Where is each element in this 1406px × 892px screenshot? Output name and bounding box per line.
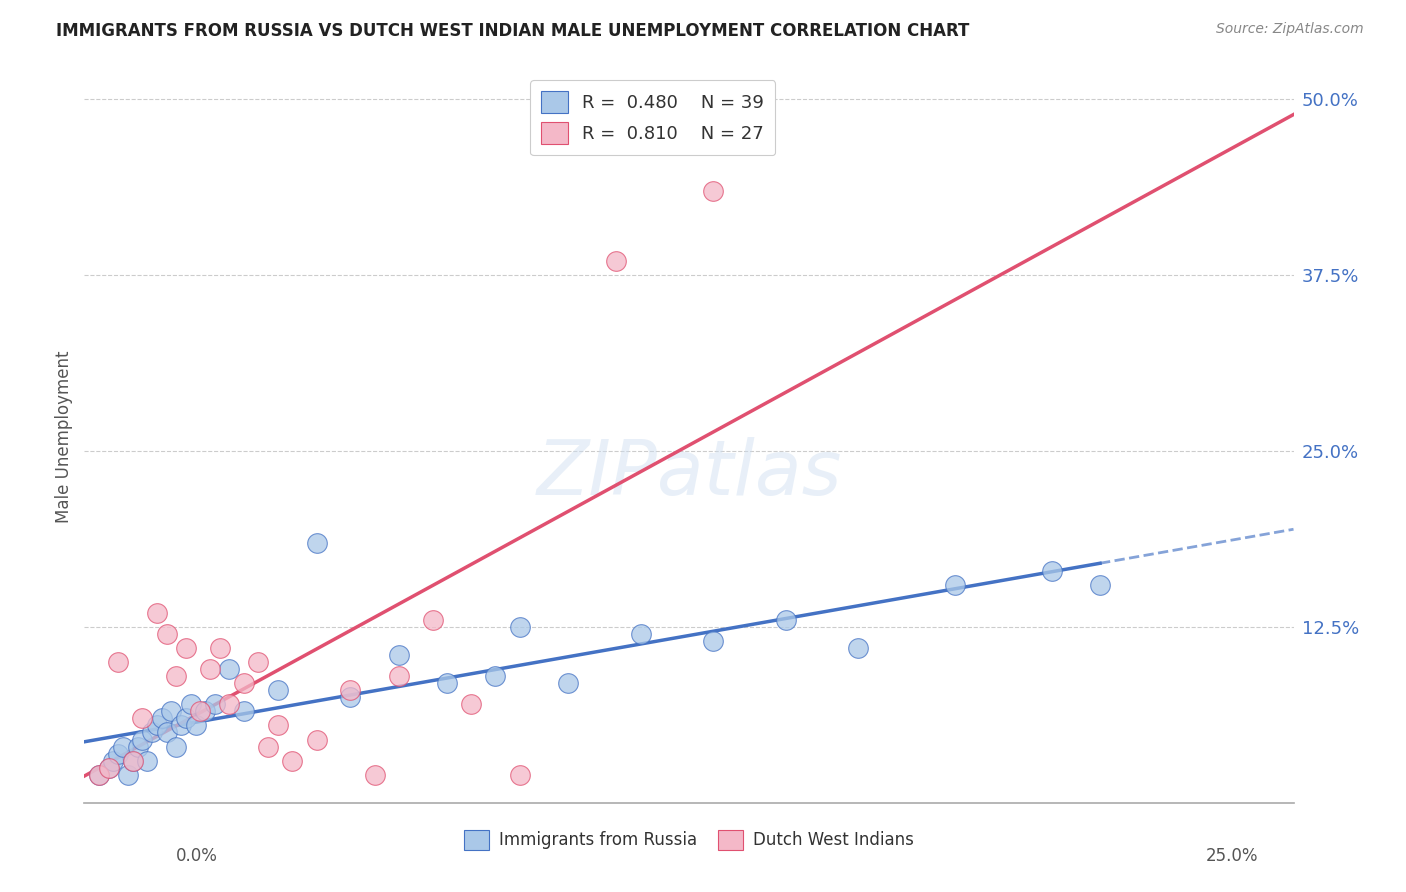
Text: ZIPatlas: ZIPatlas [536,437,842,510]
Point [150,711,173,725]
Point [146,606,169,620]
Text: 0.0%: 0.0% [176,847,218,865]
Point [388,669,411,683]
Point [267,718,290,732]
Point [198,662,221,676]
Point [363,767,385,781]
Point [943,578,966,592]
Point [155,627,177,641]
Point [87,767,110,781]
Point [509,767,531,781]
Point [165,739,187,754]
Point [184,718,207,732]
Point [141,725,163,739]
Point [131,732,153,747]
Point [281,754,304,768]
Point [305,535,328,549]
Point [165,669,187,683]
Point [422,613,444,627]
Point [107,655,129,669]
Point [233,705,256,719]
Point [509,620,531,634]
Point [257,739,280,754]
Text: Source: ZipAtlas.com: Source: ZipAtlas.com [1216,22,1364,37]
Point [204,698,226,712]
Point [155,725,177,739]
Point [388,648,411,662]
Point [1088,578,1111,592]
Point [174,711,197,725]
Point [218,698,240,712]
Point [180,698,202,712]
Point [87,767,110,781]
Point [190,705,212,719]
Point [174,641,197,656]
Point [136,754,159,768]
Point [775,613,797,627]
Point [557,676,579,690]
Point [117,767,139,781]
Point [160,705,183,719]
Point [208,641,231,656]
Point [121,754,143,768]
Point [107,747,129,761]
Point [146,718,169,732]
Point [339,690,361,705]
Point [1040,564,1063,578]
Point [112,739,135,754]
Point [702,184,724,198]
Point [247,655,270,669]
Point [131,711,153,725]
Point [103,754,125,768]
Legend: Immigrants from Russia, Dutch West Indians: Immigrants from Russia, Dutch West India… [458,823,920,856]
Point [460,698,482,712]
Point [97,761,120,775]
Point [267,683,290,698]
Point [339,683,361,698]
Point [233,676,256,690]
Point [846,641,869,656]
Point [484,669,506,683]
Y-axis label: Male Unemployment: Male Unemployment [55,351,73,524]
Point [605,254,627,268]
Point [127,739,149,754]
Text: 25.0%: 25.0% [1206,847,1258,865]
Text: IMMIGRANTS FROM RUSSIA VS DUTCH WEST INDIAN MALE UNEMPLOYMENT CORRELATION CHART: IMMIGRANTS FROM RUSSIA VS DUTCH WEST IND… [56,22,970,40]
Point [436,676,458,690]
Point [218,662,240,676]
Point [702,634,724,648]
Point [194,705,217,719]
Point [121,754,143,768]
Point [630,627,652,641]
Point [305,732,328,747]
Point [97,761,120,775]
Point [170,718,193,732]
